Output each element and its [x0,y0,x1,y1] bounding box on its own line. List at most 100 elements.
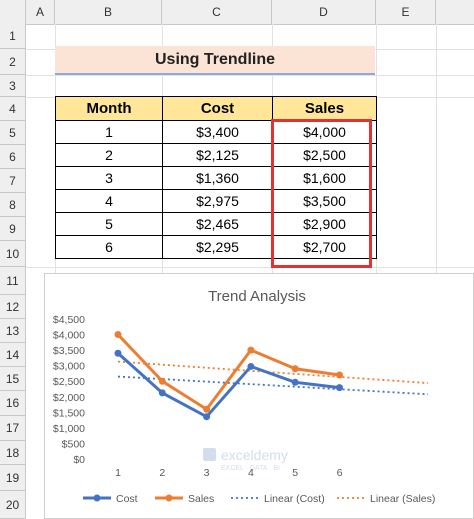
row-header-9[interactable]: 9 [0,217,26,241]
trendlines [117,360,429,396]
cell-month[interactable]: 3 [55,166,163,190]
x-tick-label: 1 [115,467,121,479]
column-header-f[interactable] [436,0,474,24]
watermark-logo-icon [203,448,216,461]
cell-cost[interactable]: $2,125 [162,143,273,167]
cell-sales[interactable]: $2,700 [272,235,377,259]
row-header-12[interactable]: 12 [0,295,26,319]
data-point-sales [203,405,211,413]
row-header-11[interactable]: 11 [0,267,26,295]
row-header-3[interactable]: 3 [0,75,26,97]
data-point-cost [158,389,166,397]
grid-col-line [272,24,273,519]
cell-cost[interactable]: $1,360 [162,166,273,190]
chart-title: Trend Analysis [208,288,306,305]
column-header-a[interactable]: A [26,0,55,24]
column-header-e[interactable]: E [376,0,436,24]
grid-col-line [376,24,377,519]
cell-month[interactable]: 4 [55,189,163,213]
y-tick-label: $4,500 [53,314,85,326]
grid-row-line [26,267,474,268]
data-point-sales [247,346,255,354]
cell-month[interactable]: 6 [55,235,163,259]
sheet-title-cell[interactable]: Using Trendline [55,46,375,73]
cell-cost[interactable]: $2,975 [162,189,273,213]
watermark-brand: exceldemy [221,447,288,463]
x-tick-label: 2 [159,467,165,479]
row-header-7[interactable]: 7 [0,169,26,193]
cell-month[interactable]: 2 [55,143,163,167]
header-month[interactable]: Month [55,96,163,121]
row-header-20[interactable]: 20 [0,491,26,519]
trendline-sales [117,360,429,384]
table-row: 5 $2,465 $2,900 [55,212,377,236]
header-sales[interactable]: Sales [272,96,377,121]
series-line-sales [116,333,340,411]
y-tick-label: $500 [62,438,86,450]
select-all-corner[interactable] [0,0,26,24]
legend-label-4: Linear (Sales) [370,493,435,505]
row-header-8[interactable]: 8 [0,193,26,217]
y-axis: $0 $500 $1,000 $1,500 $2,000 $2,500 $3,000 $3,5… [53,314,85,466]
cell-month[interactable]: 5 [55,212,163,236]
row-header-4[interactable]: 4 [0,97,26,121]
row-header-2[interactable]: 2 [0,49,26,75]
grid-row-line [26,75,474,76]
x-axis: 1 2 3 4 5 6 [115,467,343,479]
series-lines [114,331,343,421]
y-tick-label: $1,500 [53,407,85,419]
y-tick-label: $4,000 [53,330,85,342]
table-row: 3 $1,360 $1,600 [55,166,377,190]
series-line-cost [116,352,340,419]
grid-col-line [162,24,163,519]
y-tick-label: $3,000 [53,361,85,373]
y-tick-label: $2,500 [53,376,85,388]
y-tick-label: $3,500 [53,345,85,357]
column-header-b[interactable]: B [55,0,162,24]
x-tick-label: 4 [248,467,254,479]
cell-month[interactable]: 1 [55,120,163,144]
data-point-cost [291,378,299,386]
header-cost[interactable]: Cost [162,96,273,121]
data-point-sales [336,371,343,379]
x-tick-label: 6 [337,467,343,479]
legend-marker-2 [165,494,173,502]
title-underline [55,73,375,75]
row-header-5[interactable]: 5 [0,121,26,145]
row-header-14[interactable]: 14 [0,343,26,367]
legend-label-3: Linear (Cost) [264,493,325,505]
chart-legend[interactable]: Cost Sales Linear (Cost) Linear (Sales) [83,493,435,505]
data-table: Month Cost Sales 1 $3,400 $4,000 2 $2,12… [55,96,377,259]
chart-svg: Trend Analysis exceldemy EXCEL · DATA · … [53,288,436,505]
row-header-18[interactable]: 18 [0,441,26,465]
legend-label-2: Sales [188,493,214,505]
cell-cost[interactable]: $2,295 [162,235,273,259]
grid-col-line [55,24,56,519]
trend-chart[interactable]: Trend Analysis exceldemy EXCEL · DATA · … [44,273,474,519]
cell-sales[interactable]: $3,500 [272,189,377,213]
legend-label-1: Cost [116,493,138,505]
data-point-cost [336,384,343,392]
cell-cost[interactable]: $3,400 [162,120,273,144]
data-point-sales [158,377,166,385]
row-header-10[interactable]: 10 [0,241,26,267]
watermark-tagline: EXCEL · DATA · BI [221,465,280,472]
row-header-15[interactable]: 15 [0,367,26,391]
y-tick-label: $0 [73,454,85,466]
cell-sales[interactable]: $1,600 [272,166,377,190]
cell-cost[interactable]: $2,465 [162,212,273,236]
x-tick-label: 3 [204,467,210,479]
column-header-d[interactable]: D [272,0,376,24]
x-tick-label: 5 [292,467,298,479]
row-header-16[interactable]: 16 [0,391,26,416]
table-row: 4 $2,975 $3,500 [55,189,377,213]
row-header-19[interactable]: 19 [0,465,26,491]
row-header-17[interactable]: 17 [0,416,26,441]
column-header-c[interactable]: C [162,0,272,24]
data-point-cost [203,413,211,421]
row-header-1[interactable]: 1 [0,24,26,49]
row-header-6[interactable]: 6 [0,145,26,169]
data-point-sales [114,331,122,339]
table-header-row: Month Cost Sales [55,96,377,121]
row-header-13[interactable]: 13 [0,319,26,343]
